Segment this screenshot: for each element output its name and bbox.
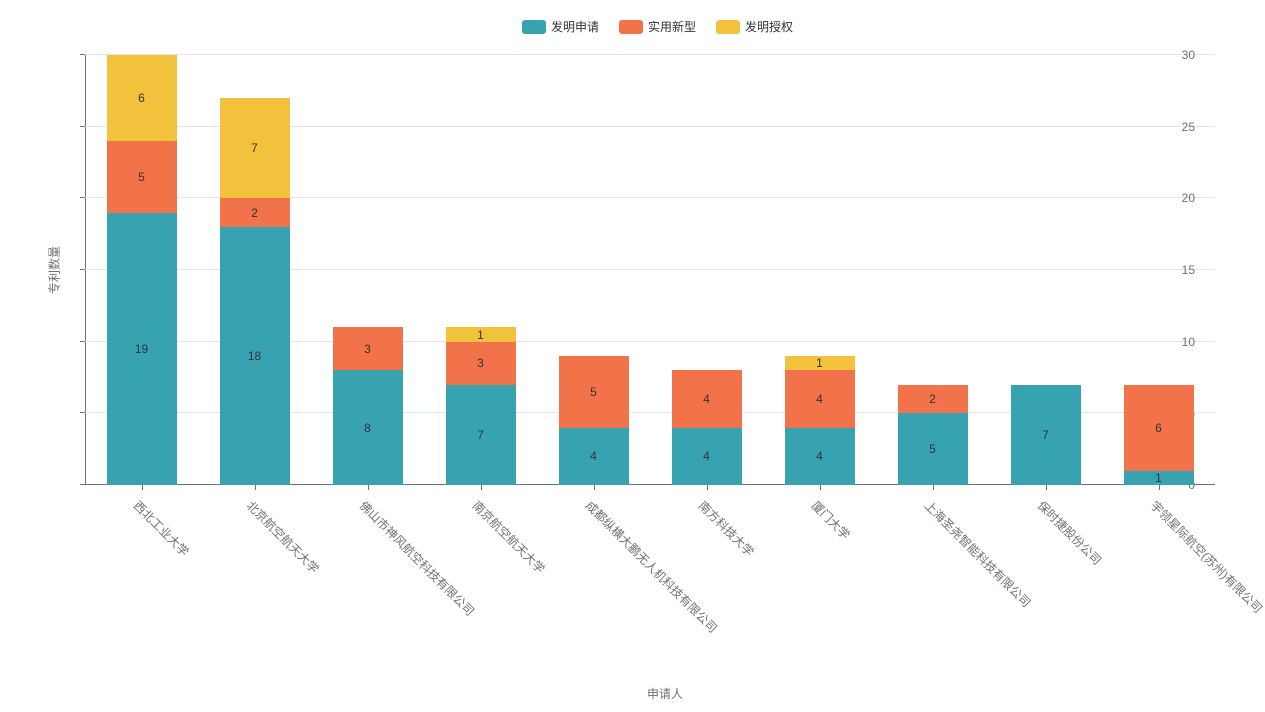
bar-group[interactable]: 1827 <box>220 98 290 485</box>
x-label-text: 佛山市神风航空科技有限公司 <box>355 497 477 619</box>
bar-segment-实用新型[interactable]: 4 <box>785 370 855 427</box>
legend-label-2: 发明授权 <box>745 18 793 35</box>
bar-segment-实用新型[interactable]: 3 <box>446 342 516 385</box>
x-label-text: 宇领星际航空(苏州)有限公司 <box>1146 497 1265 617</box>
x-tick-mark <box>933 485 934 490</box>
legend-item-0[interactable]: 发明申请 <box>522 18 599 35</box>
bar-segment-发明申请[interactable]: 5 <box>898 413 968 485</box>
x-label-text: 成都纵横大鹏无人机科技有限公司 <box>581 497 720 636</box>
bar-group[interactable]: 16 <box>1124 385 1194 485</box>
plot-area: 专利数量 051015202530 1956182783731454444152… <box>85 55 1215 485</box>
bar-group[interactable]: 7 <box>1011 385 1081 485</box>
legend: 发明申请 实用新型 发明授权 <box>70 10 1245 55</box>
bar-segment-发明授权[interactable]: 1 <box>785 356 855 370</box>
bar-segment-实用新型[interactable]: 6 <box>1124 385 1194 471</box>
x-label-text: 上海圣尧智能科技有限公司 <box>920 497 1034 611</box>
legend-swatch-1 <box>619 20 643 34</box>
bar-segment-实用新型[interactable]: 5 <box>559 356 629 428</box>
x-label-text: 南方科技大学 <box>694 497 757 560</box>
bar-segment-发明申请[interactable]: 4 <box>785 428 855 485</box>
x-tick-mark <box>368 485 369 490</box>
legend-label-1: 实用新型 <box>648 18 696 35</box>
bar-segment-发明授权[interactable]: 7 <box>220 98 290 198</box>
bar-segment-实用新型[interactable]: 2 <box>898 385 968 414</box>
legend-item-1[interactable]: 实用新型 <box>619 18 696 35</box>
bar-segment-发明申请[interactable]: 7 <box>446 385 516 485</box>
bar-segment-发明申请[interactable]: 18 <box>220 227 290 485</box>
x-label-text: 北京航空航天大学 <box>242 497 322 577</box>
bar-segment-实用新型[interactable]: 3 <box>333 327 403 370</box>
bar-group[interactable]: 45 <box>559 356 629 485</box>
bar-group[interactable]: 52 <box>898 385 968 485</box>
bar-segment-实用新型[interactable]: 4 <box>672 370 742 427</box>
x-tick-mark <box>1046 485 1047 490</box>
bar-segment-发明申请[interactable]: 19 <box>107 213 177 485</box>
x-tick-mark <box>481 485 482 490</box>
x-tick-mark <box>820 485 821 490</box>
x-label-text: 厦门大学 <box>807 497 853 543</box>
y-axis-label: 专利数量 <box>46 246 63 294</box>
bar-segment-发明申请[interactable]: 1 <box>1124 471 1194 485</box>
bar-segment-发明授权[interactable]: 1 <box>446 327 516 341</box>
bars-area: 1956182783731454444152716 <box>85 55 1215 485</box>
x-tick-mark <box>142 485 143 490</box>
x-tick-mark <box>594 485 595 490</box>
x-label-text: 保时捷股份公司 <box>1033 497 1104 568</box>
bar-segment-实用新型[interactable]: 5 <box>107 141 177 213</box>
bar-group[interactable]: 44 <box>672 370 742 485</box>
x-label-text: 南京航空航天大学 <box>468 497 548 577</box>
bar-group[interactable]: 731 <box>446 327 516 485</box>
legend-label-0: 发明申请 <box>551 18 599 35</box>
x-tick-mark <box>707 485 708 490</box>
x-tick-mark <box>255 485 256 490</box>
bar-segment-实用新型[interactable]: 2 <box>220 198 290 227</box>
bar-group[interactable]: 83 <box>333 327 403 485</box>
bar-group[interactable]: 1956 <box>107 55 177 485</box>
chart-container: 发明申请 实用新型 发明授权 专利数量 051015202530 1956182… <box>0 0 1265 712</box>
bar-segment-发明授权[interactable]: 6 <box>107 55 177 141</box>
legend-swatch-2 <box>716 20 740 34</box>
legend-swatch-0 <box>522 20 546 34</box>
x-axis-title: 申请人 <box>85 685 1245 702</box>
x-tick-mark <box>1159 485 1160 490</box>
bar-segment-发明申请[interactable]: 4 <box>559 428 629 485</box>
bar-segment-发明申请[interactable]: 8 <box>333 370 403 485</box>
bar-group[interactable]: 441 <box>785 356 855 485</box>
legend-item-2[interactable]: 发明授权 <box>716 18 793 35</box>
bar-segment-发明申请[interactable]: 4 <box>672 428 742 485</box>
bar-segment-发明申请[interactable]: 7 <box>1011 385 1081 485</box>
x-label-text: 西北工业大学 <box>129 497 192 560</box>
